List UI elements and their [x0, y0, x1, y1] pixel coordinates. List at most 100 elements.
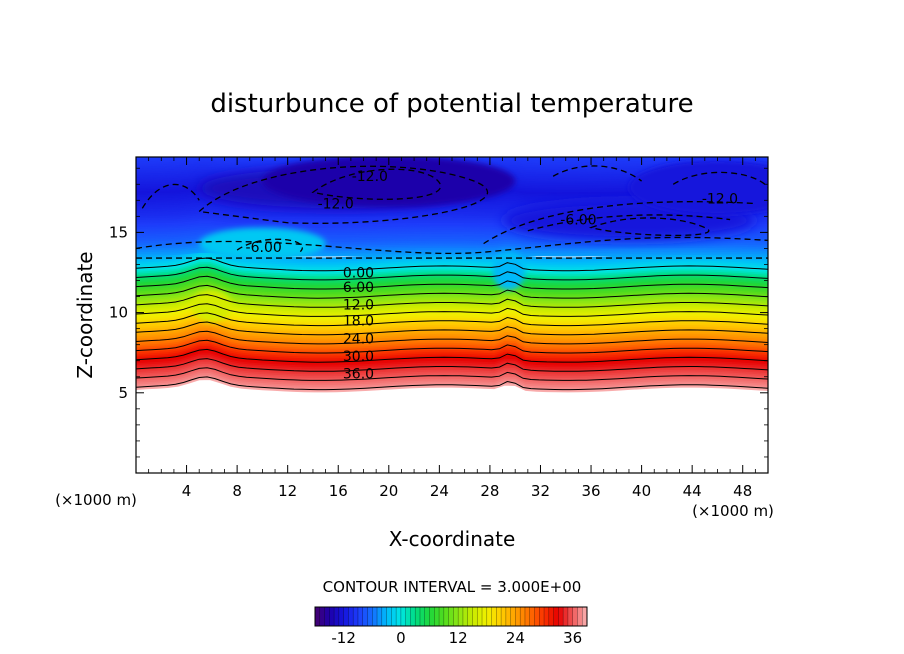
plot-area: -12.0 -12.0 -12.0 -6.00 -6.00 0.006.00 12.018.…	[136, 157, 768, 473]
contour-line	[136, 339, 768, 354]
colorbar-swatch	[539, 607, 545, 626]
z-unit-label: (×1000 m)	[55, 491, 137, 509]
colorbar-tick-label: 0	[396, 629, 406, 647]
contour-line-negative	[527, 214, 731, 232]
colorbar-swatch	[529, 607, 535, 626]
colorbar-swatch	[544, 607, 550, 626]
colorbar-swatch	[429, 607, 435, 626]
colorbar-frame	[314, 606, 588, 627]
colorbar-swatch	[396, 607, 402, 626]
colorbar-swatch	[315, 607, 321, 626]
contour-label: -6.00	[560, 213, 596, 229]
colorbar-swatch	[353, 607, 359, 626]
contour-label: 6.00	[343, 280, 374, 296]
contour-line	[136, 275, 768, 290]
colorbar-swatch	[524, 607, 531, 626]
colorbar-swatch	[477, 607, 483, 626]
x-tick-label: 32	[531, 482, 550, 500]
colorbar-swatch	[548, 607, 554, 626]
colorbar-swatch	[491, 607, 497, 626]
colorbar-swatch	[386, 607, 392, 626]
colorbar-swatch	[482, 607, 488, 626]
colorbar-swatch	[410, 607, 416, 626]
colorbar-swatch	[515, 607, 521, 626]
contour-line	[136, 367, 768, 381]
contour-line	[136, 312, 768, 327]
contour-line	[136, 376, 768, 391]
colorbar-swatch	[329, 607, 335, 626]
colorbar-swatch	[362, 607, 368, 626]
x-axis: 4 8 12 16 20 24 28 32 36 40 44 48	[148, 157, 756, 500]
x-tick-label: 8	[232, 482, 242, 500]
x-axis-label: X-coordinate	[389, 527, 516, 551]
z-axis: 5 10 15	[109, 167, 768, 458]
z-tick-label: 15	[109, 223, 128, 241]
contour-line-negative	[141, 183, 200, 209]
colorbar-tick-label: 24	[506, 629, 525, 647]
contour-line-negative	[552, 165, 642, 182]
contour-line	[136, 284, 768, 299]
z-axis-label: Z-coordinate	[73, 251, 97, 378]
colorbar-swatch	[505, 607, 511, 626]
weak-anomaly-blob	[199, 227, 326, 260]
colorbar-swatch	[582, 607, 588, 626]
warm-anomaly-blob	[191, 290, 233, 323]
contour-layer	[136, 165, 768, 391]
colorbar-swatch	[405, 607, 411, 626]
colorbar-swatch	[343, 607, 349, 626]
colorbar-swatch	[391, 607, 397, 626]
colorbar-swatch	[472, 607, 478, 626]
colorbar-swatch	[434, 607, 440, 626]
contour-label: -12.0	[318, 197, 354, 213]
contour-label: 0.00	[343, 265, 374, 281]
colorbar-swatch	[381, 607, 387, 626]
contour-line	[136, 257, 768, 272]
colorbar-swatch	[553, 607, 559, 626]
colorbar-swatch	[419, 607, 426, 626]
z-tick-label: 10	[109, 304, 128, 322]
colorbar-swatch	[467, 607, 473, 626]
contour-label: 12.0	[343, 298, 374, 314]
colorbar-swatch	[462, 607, 469, 626]
x-unit-label: (×1000 m)	[692, 502, 774, 520]
contour-label: 18.0	[343, 314, 374, 330]
contour-line	[136, 358, 768, 372]
colorbar-swatch	[448, 607, 454, 626]
x-tick-label: 36	[581, 482, 600, 500]
contour-label: 24.0	[343, 331, 374, 347]
contour-label: 36.0	[343, 367, 374, 383]
chart-title: disturbunce of potential temperature	[210, 89, 693, 119]
contour-line	[136, 330, 768, 345]
colorbar-swatch	[338, 607, 344, 626]
colorbar-tick-label: 36	[563, 629, 582, 647]
colorbar-swatch	[334, 607, 340, 626]
contour-line-negative	[311, 168, 442, 200]
contour-line	[136, 321, 768, 336]
colorbar-swatch	[319, 607, 325, 626]
x-tick-label: 24	[430, 482, 449, 500]
contour-line	[136, 348, 768, 363]
anomaly-layer	[191, 157, 768, 323]
colorbar-swatch	[439, 607, 445, 626]
colorbar-swatch	[458, 607, 464, 626]
colorbar: -12 0 12 24 36	[314, 606, 588, 647]
contour-label: 30.0	[343, 349, 374, 365]
wave-anomaly-blob	[492, 251, 526, 291]
contour-label: -12.0	[352, 169, 388, 185]
x-tick-label: 48	[733, 482, 752, 500]
x-tick-label: 4	[182, 482, 192, 500]
contour-line-negative	[136, 236, 768, 255]
colorbar-swatch	[572, 607, 578, 626]
colorbar-swatch	[534, 607, 540, 626]
x-tick-label: 28	[480, 482, 499, 500]
colorbar-swatch	[348, 607, 354, 626]
colorbar-swatch	[577, 607, 583, 626]
colorbar-swatch	[453, 607, 459, 626]
colorbar-swatch	[400, 607, 406, 626]
z-tick-label: 5	[118, 384, 128, 402]
colorbar-tick-label: -12	[331, 629, 356, 647]
cold-core-blob	[262, 157, 516, 207]
colorbar-swatch	[486, 607, 492, 626]
colorbar-swatch	[443, 607, 449, 626]
